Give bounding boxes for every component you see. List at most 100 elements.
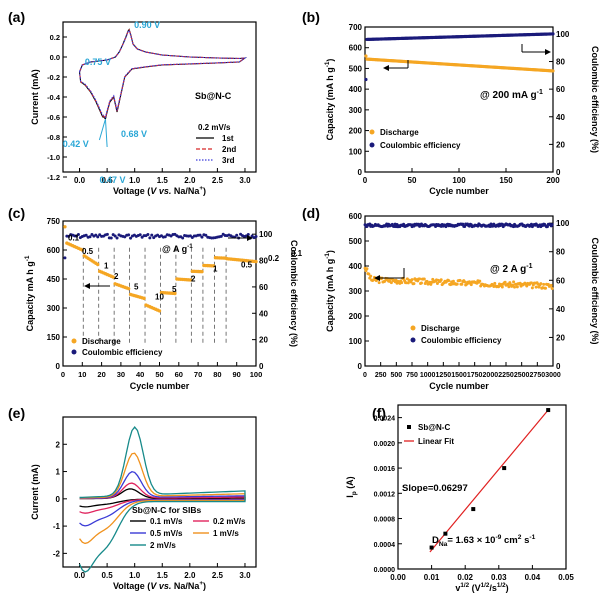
panel-label: (b) — [302, 9, 320, 25]
y-axis-title-part: (A) — [345, 476, 355, 491]
x-axis-title-part: 1/2 — [460, 582, 469, 589]
discharge-point — [550, 287, 554, 291]
discharge-point — [188, 278, 193, 282]
y2-tick-label: 80 — [259, 257, 268, 266]
fit-line — [429, 409, 549, 553]
discharge-point — [512, 280, 516, 284]
y-tick-label: 2 — [56, 440, 61, 449]
y-axis-title-part: Capacity (mA h g — [325, 259, 335, 332]
x-tick-label: 1250 — [436, 372, 452, 379]
x-axis-title-part: /s — [489, 583, 497, 593]
discharge-point — [478, 279, 482, 283]
y-tick-label: 200 — [349, 127, 363, 136]
rate-label: 0.5 — [241, 260, 253, 269]
y-tick-label: -1.2 — [47, 173, 60, 182]
x-tick-label: 0 — [363, 372, 367, 379]
x-tick-label: 0 — [363, 176, 368, 185]
data-point — [429, 545, 434, 550]
y-axis-title-part: ) — [325, 250, 335, 253]
legend-marker — [369, 142, 375, 148]
y-tick-label: 1 — [56, 468, 61, 477]
data-point — [471, 507, 476, 512]
x-tick-label: 3.0 — [239, 571, 251, 580]
y-tick-label: 0 — [56, 362, 61, 371]
discharge-point — [455, 282, 459, 286]
x-tick-label: 10 — [78, 370, 86, 379]
efficiency-point — [219, 234, 223, 238]
y-tick-label: 0.0008 — [374, 517, 396, 524]
annotation-label: 0.90 V — [134, 20, 160, 30]
discharge-point — [500, 285, 504, 289]
discharge-point — [211, 264, 216, 268]
y-tick-label: 150 — [47, 333, 61, 342]
panel-label: (c) — [8, 205, 25, 221]
y-axis-title: Ip (A) — [345, 476, 358, 497]
y-tick-label: 0.0024 — [374, 416, 396, 423]
discharge-point — [173, 291, 177, 296]
cv-curve — [78, 426, 246, 573]
x-axis-title: Cycle number — [429, 186, 489, 196]
annotation-arrow — [98, 118, 106, 141]
y-tick-label: -0.6 — [47, 113, 60, 122]
efficiency-point — [235, 233, 239, 237]
discharge-point — [63, 225, 67, 229]
discharge-point — [493, 281, 497, 285]
efficiency-point — [181, 236, 185, 240]
x-tick-label: 250 — [375, 372, 387, 379]
y-axis-title-part: I — [345, 495, 355, 498]
rate-label: 0.5 — [82, 247, 94, 256]
efficiency-point — [127, 233, 131, 237]
annotation-label: 0.68 V — [121, 129, 147, 139]
condition-label: @ A g-1 — [162, 243, 193, 254]
x-axis-title-part: V vs. — [150, 581, 171, 591]
y-axis-title: Capacity (mA h g-1) — [324, 59, 335, 141]
rate-label: 0.1 — [68, 233, 80, 242]
diffusion-label: DNa= 1.63 × 10-9 cm2 s-1 — [432, 534, 536, 548]
efficiency-point — [489, 222, 493, 226]
x-axis-title: Cycle number — [130, 381, 190, 391]
y-tick-label: 600 — [349, 212, 363, 221]
x-tick-label: 90 — [233, 370, 241, 379]
diffusion-label-part: s — [521, 535, 529, 546]
y-axis-title-part: -1 — [24, 255, 31, 261]
condition-label-part: @ 200 mA g — [480, 90, 537, 101]
efficiency-point — [67, 234, 71, 238]
y-tick-label: 200 — [349, 312, 363, 321]
x-tick-label: 1750 — [467, 372, 483, 379]
y-axis-title-part: -1 — [324, 253, 331, 259]
x-tick-label: 100 — [250, 370, 263, 379]
discharge-point — [551, 69, 555, 73]
x-tick-label: 30 — [117, 370, 125, 379]
condition-label-part: @ A g — [162, 244, 187, 254]
x-tick-label: 0.5 — [102, 571, 114, 580]
legend-label: 1st — [222, 134, 234, 143]
legend-label: 0.1 mV/s — [150, 517, 183, 526]
x-tick-label: 20 — [97, 370, 105, 379]
y2-tick-label: 100 — [259, 230, 273, 239]
legend-label: 1 mV/s — [213, 529, 239, 538]
y-axis-title-part: -1 — [324, 61, 331, 67]
legend-label: 2nd — [222, 145, 236, 154]
diffusion-label-part: D — [432, 535, 439, 546]
discharge-point — [406, 281, 410, 285]
legend-marker — [71, 338, 77, 344]
condition-label-part: -1 — [526, 263, 532, 270]
panel-label: (a) — [8, 9, 25, 25]
x-tick-label: 0.05 — [558, 573, 574, 582]
x-axis-title-part: ) — [506, 583, 509, 593]
x-axis-title-part: Na/Na — [171, 581, 200, 591]
discharge-point — [142, 296, 146, 301]
y2-tick-label: 80 — [556, 58, 565, 67]
arrowhead — [84, 283, 90, 289]
plot-frame — [397, 404, 567, 570]
y-tick-label: 0.0000 — [374, 567, 396, 574]
arrowhead — [374, 275, 380, 281]
annotation-arrow — [104, 118, 108, 148]
efficiency-point — [163, 235, 167, 239]
diffusion-label-part: cm — [501, 535, 517, 546]
x-axis-title-part: Na/Na — [171, 186, 200, 196]
efficiency-point — [88, 235, 92, 239]
discharge-point — [364, 54, 368, 58]
cv-curve-1st — [78, 28, 247, 121]
y-tick-label: 700 — [349, 23, 363, 32]
